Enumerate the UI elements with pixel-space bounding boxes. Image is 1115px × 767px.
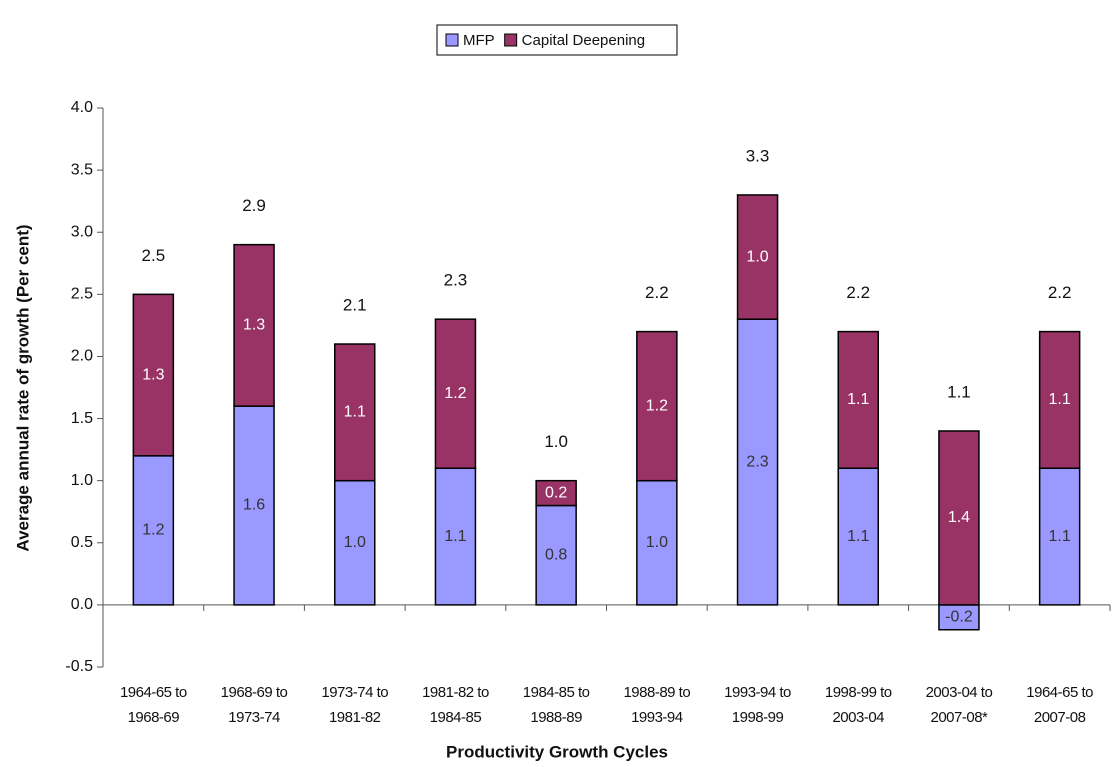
data-label: 1.3 [142, 366, 164, 383]
bar-segment [938, 430, 980, 606]
bar-segment [837, 330, 879, 469]
legend-swatch [445, 33, 459, 47]
y-tick-label: 4.0 [71, 99, 93, 116]
x-tick-label: 1964-65 to [1026, 684, 1093, 701]
total-label: 2.2 [1048, 283, 1072, 302]
x-tick-label: 1988-89 to [623, 684, 690, 701]
data-label: 1.1 [847, 391, 869, 408]
data-label: 1.2 [646, 397, 668, 414]
x-tick-label: 2003-04 [832, 709, 884, 726]
bar-segment [233, 405, 275, 606]
data-label: 1.6 [243, 497, 265, 514]
y-tick-label: 0.5 [71, 534, 93, 551]
legend-box [436, 24, 678, 56]
total-label: 3.3 [746, 146, 770, 165]
x-tick-label: 2003-04 to [926, 684, 993, 701]
bar-segment [1038, 467, 1081, 606]
data-label: 1.1 [1049, 391, 1071, 408]
total-label: 1.1 [947, 382, 971, 401]
bar-segment [434, 467, 477, 606]
data-label: 1.1 [1049, 528, 1071, 545]
x-tick-label: 1968-69 to [221, 684, 288, 701]
x-tick-label: 1984-85 to [523, 684, 590, 701]
x-tick-label: 1988-89 [530, 709, 582, 726]
x-tick-label: 2007-08* [931, 709, 989, 726]
data-label: 1.2 [444, 385, 466, 402]
data-label: 1.4 [948, 509, 970, 526]
total-label: 2.5 [142, 246, 166, 265]
y-tick-label: 3.5 [71, 161, 93, 178]
total-label: 1.0 [544, 432, 568, 451]
x-tick-label: 1973-74 to [321, 684, 388, 701]
total-label: 2.9 [242, 196, 266, 215]
bar-segment [736, 318, 779, 606]
legend-label: Capital Deepening [522, 32, 645, 49]
x-tick-label: 1968-69 [128, 709, 180, 726]
data-label: 1.1 [847, 528, 869, 545]
y-tick-label: 2.0 [71, 348, 93, 365]
data-label: 1.2 [142, 522, 164, 539]
x-tick-label: 2007-08 [1034, 709, 1086, 726]
legend-swatch [504, 33, 518, 47]
data-label: 0.2 [545, 484, 567, 501]
y-axis-title: Average annual rate of growth (Per cent) [13, 224, 32, 551]
x-tick-label: 1984-85 [430, 709, 482, 726]
total-label: 2.3 [444, 271, 468, 290]
x-tick-label: 1998-99 to [825, 684, 892, 701]
y-tick-label: 2.5 [71, 286, 93, 303]
bar-segment [434, 318, 477, 469]
x-tick-label: 1981-82 [329, 709, 381, 726]
total-label: 2.2 [645, 283, 669, 302]
bar-segment [132, 455, 175, 606]
data-label: -0.2 [945, 609, 973, 626]
x-tick-label: 1973-74 [228, 709, 280, 726]
x-tick-label: 1964-65 to [120, 684, 187, 701]
y-tick-label: 3.0 [71, 223, 93, 240]
data-label: 1.0 [746, 248, 768, 265]
y-tick-label: 1.0 [71, 472, 93, 489]
x-axis-title: Productivity Growth Cycles [446, 742, 668, 761]
bar-segment [1038, 330, 1081, 469]
legend-label: MFP [463, 32, 495, 49]
y-tick-label: 1.5 [71, 410, 93, 427]
total-label: 2.2 [846, 283, 870, 302]
x-tick-label: 1981-82 to [422, 684, 489, 701]
bar-segment [535, 479, 577, 507]
total-label: 2.1 [343, 296, 367, 315]
data-label: 1.1 [444, 528, 466, 545]
data-label: 1.0 [646, 534, 668, 551]
bar-segment [334, 343, 376, 482]
x-tick-label: 1998-99 [732, 709, 784, 726]
bar-segment [132, 293, 175, 457]
bar-segment [334, 479, 376, 606]
data-label: 0.8 [545, 546, 567, 563]
x-tick-label: 1993-94 [631, 709, 683, 726]
bar-segment [535, 504, 577, 606]
bar-segment [636, 330, 678, 482]
y-tick-label: -0.5 [65, 658, 93, 675]
x-tick-label: 1993-94 to [724, 684, 791, 701]
y-tick-label: 0.0 [71, 596, 93, 613]
data-label: 1.3 [243, 317, 265, 334]
bar-segment [233, 243, 275, 407]
bar-segment [736, 194, 779, 320]
data-label: 2.3 [746, 453, 768, 470]
data-label: 1.0 [344, 534, 366, 551]
data-label: 1.1 [344, 404, 366, 421]
